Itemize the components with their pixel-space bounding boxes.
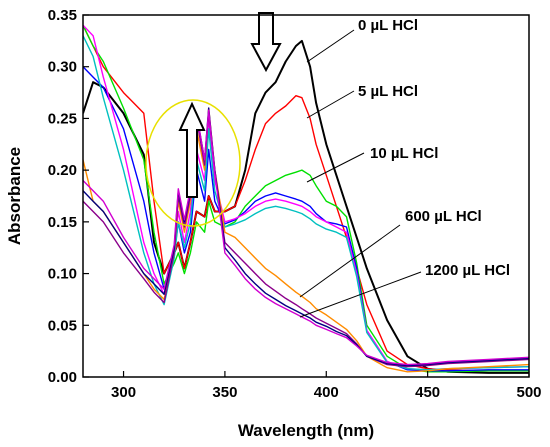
series-line-8	[83, 107, 529, 367]
y-tick-label: 0.20	[48, 162, 77, 179]
x-axis-title: Wavelength (nm)	[238, 421, 374, 440]
x-tick-label: 500	[516, 384, 541, 401]
annotation-layer: 0 µL HCl 5 µL HCl 10 µL HCl 600 µL HCl 1…	[358, 17, 510, 279]
series-line-9	[83, 109, 529, 366]
series-line-6	[83, 107, 529, 373]
y-tick-label: 0.10	[48, 266, 77, 283]
x-tick-label: 400	[314, 384, 339, 401]
annotation-leaders	[299, 29, 422, 318]
annotation-5ul: 5 µL HCl	[358, 83, 418, 100]
leader-0	[306, 29, 355, 63]
leader-10	[306, 152, 365, 183]
x-tick-label: 450	[415, 384, 440, 401]
series-layer	[83, 24, 529, 374]
leader-1200	[299, 271, 422, 318]
annotation-0ul: 0 µL HCl	[358, 17, 418, 34]
annotation-1200ul: 1200 µL HCl	[425, 262, 510, 279]
leader-5	[306, 90, 355, 119]
series-line-7	[83, 112, 529, 368]
annotation-600ul: 600 µL HCl	[405, 208, 482, 225]
x-tick-label: 350	[212, 384, 237, 401]
series-line-2	[83, 24, 529, 373]
leader-600	[299, 224, 401, 298]
y-axis-title: Absorbance	[5, 147, 24, 245]
y-tick-label: 0.05	[48, 317, 77, 334]
y-tick-label: 0.15	[48, 214, 77, 231]
arrow-up-icon	[178, 101, 206, 198]
y-tick-label: 0.30	[48, 59, 77, 76]
annotation-10ul: 10 µL HCl	[370, 145, 438, 162]
highlight-ellipse	[145, 99, 241, 227]
series-line-5	[83, 35, 529, 371]
x-tick-label: 300	[111, 384, 136, 401]
series-line-1	[83, 24, 529, 372]
arrow-down-icon	[250, 12, 282, 73]
plot-frame	[82, 14, 530, 378]
y-tick-label: 0.00	[48, 369, 77, 386]
y-tick-label: 0.25	[48, 110, 77, 127]
axes-layer: 300 350 400 450 500 0.00 0.05 0.10 0.15 0.20 0.25 0…	[48, 7, 542, 401]
y-tick-label: 0.35	[48, 7, 77, 24]
series-line-4	[83, 24, 529, 371]
